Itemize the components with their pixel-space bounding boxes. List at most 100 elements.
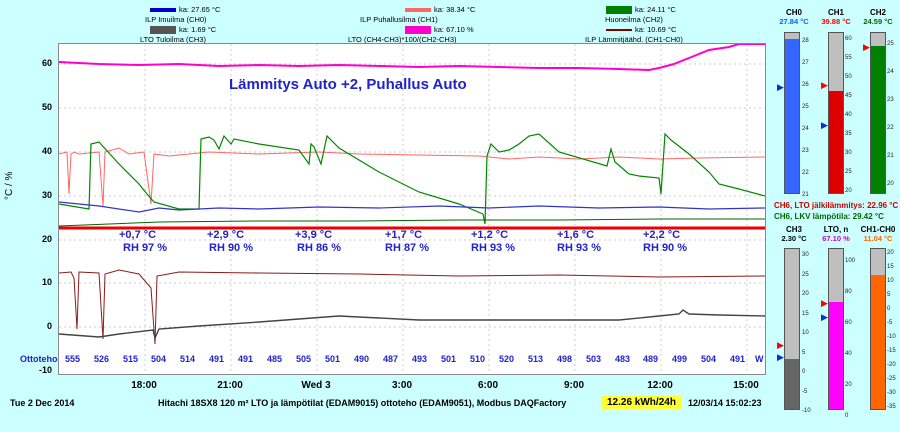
marker-icon: ▶ bbox=[821, 80, 828, 90]
legend-value-ch0: ka: 27.65 °C bbox=[179, 5, 221, 14]
gauge-title: CH2 bbox=[869, 8, 886, 17]
gauge-ticks-ch3: 30 25 20 15 10 5 0 -5 -10 bbox=[802, 246, 811, 422]
note-ch6-dhw: CH6, LKV lämpötila: 29.42 °C bbox=[774, 212, 884, 221]
gauge-tick: 100 bbox=[845, 258, 856, 264]
gauge-tube-ch0 bbox=[784, 32, 800, 194]
gauge-ch3: CH3 2.30 °C bbox=[774, 225, 814, 243]
ottoteho-value: 498 bbox=[557, 354, 573, 364]
gauge-tick: 35 bbox=[845, 131, 852, 137]
gauge-fill-ch0 bbox=[785, 39, 799, 193]
marker-icon: ▶ bbox=[777, 82, 784, 92]
ottoteho-value: 515 bbox=[123, 354, 139, 364]
gauge-tick: 0 bbox=[802, 369, 806, 375]
ottoteho-value: 513 bbox=[528, 354, 544, 364]
gauge-ticks-ch1: 60 55 50 45 40 35 30 25 20 bbox=[845, 30, 852, 201]
y-tick-label: 0 bbox=[46, 321, 52, 331]
gauge-ch1: CH1 39.88 °C bbox=[816, 8, 856, 26]
legend-label-ch3: LTO Tuloilma (CH3) bbox=[140, 35, 206, 44]
gauge-ch2: CH2 24.59 °C bbox=[858, 8, 898, 26]
gauge-tick: 80 bbox=[845, 289, 852, 295]
gauge-ticks-ch0: 28 27 26 25 24 23 22 21 bbox=[802, 30, 809, 206]
rh-label: RH 90 % bbox=[643, 242, 688, 254]
gauge-tick: 55 bbox=[845, 55, 852, 61]
ottoteho-value: 505 bbox=[296, 354, 312, 364]
gauge-diff: CH1-CH0 11.04 °C bbox=[858, 225, 898, 243]
gauge-tick: -10 bbox=[887, 334, 896, 340]
gauge-fill-ch2 bbox=[871, 45, 885, 193]
energy-badge: 12.26 kWh/24h bbox=[602, 396, 681, 409]
legend-ch3: ka: 1.69 °C bbox=[150, 25, 216, 34]
gauge-tick: 15 bbox=[802, 310, 809, 317]
gauge-tick: -20 bbox=[887, 362, 896, 368]
gauge-tick: 40 bbox=[845, 351, 852, 357]
legend-swatch-ch1 bbox=[405, 7, 431, 12]
gauge-tick: 5 bbox=[802, 349, 806, 356]
legend-value-ch1: ka: 38.34 °C bbox=[434, 5, 476, 14]
gauge-fill-ch1 bbox=[829, 90, 843, 193]
gauge-tube-lto bbox=[828, 248, 844, 410]
ottoteho-value: 485 bbox=[267, 354, 283, 364]
legend-value-lto: ka: 67.10 % bbox=[434, 25, 474, 34]
gauge-tick: -10 bbox=[802, 408, 811, 414]
legend-label-diff: ILP Lämmitjäähd. (CH1-CH0) bbox=[585, 35, 683, 44]
x-tick-label: Wed 3 bbox=[301, 380, 331, 391]
gauge-tick: 23 bbox=[802, 148, 809, 154]
series-room bbox=[59, 218, 765, 227]
x-tick-label: 21:00 bbox=[217, 380, 243, 391]
y-axis-title: °C / % bbox=[4, 171, 15, 200]
gauge-tick: 10 bbox=[887, 278, 894, 284]
gauge-title: CH0 bbox=[785, 8, 802, 17]
series-lto bbox=[59, 44, 765, 72]
x-tick-label: 15:00 bbox=[733, 380, 759, 391]
marker-icon: ▶ bbox=[777, 340, 784, 350]
legend-label-ch0: ILP Imuilma (CH0) bbox=[145, 15, 207, 24]
gauge-tube-ch1 bbox=[828, 32, 844, 194]
ottoteho-value: 514 bbox=[180, 354, 196, 364]
gauge-tick: 28 bbox=[802, 38, 809, 44]
chart-plot-area: Lämmitys Auto +2, Puhallus Auto +0,7 °C … bbox=[58, 43, 766, 375]
gauge-tick: 10 bbox=[802, 330, 809, 336]
temp-row: +0,7 °C +2,9 °C +3,9 °C +1,7 °C +1,2 °C … bbox=[59, 229, 765, 257]
note-ch6-post-heating: CH6, LTO jälkilämmitys: 22.96 °C bbox=[774, 201, 899, 210]
gauge-tick: -25 bbox=[887, 376, 896, 382]
gauge-value: 2.30 °C bbox=[781, 234, 807, 243]
gauge-tick: 24 bbox=[802, 126, 809, 132]
gauge-lto: LTO, n 67.10 % bbox=[816, 225, 856, 243]
temp-label: +3,9 °C bbox=[295, 229, 333, 241]
gauge-tick: 0 bbox=[887, 306, 891, 312]
ottoteho-value: 489 bbox=[643, 354, 659, 364]
legend-swatch-diff bbox=[606, 28, 632, 31]
gauge-tick: 30 bbox=[802, 252, 809, 258]
gauge-tube-ch2 bbox=[870, 32, 886, 194]
rh-label: RH 93 % bbox=[471, 242, 516, 254]
ottoteho-label: Ottoteho bbox=[20, 354, 58, 364]
ottoteho-value: 487 bbox=[383, 354, 399, 364]
legend-ch2: ka: 24.11 °C bbox=[606, 5, 676, 14]
x-tick-label: 6:00 bbox=[477, 380, 498, 391]
gauge-tick: 21 bbox=[802, 192, 809, 198]
ottoteho-value: 503 bbox=[586, 354, 602, 364]
footer-title: Hitachi 18SX8 120 m² LTO ja lämpötilat (… bbox=[158, 398, 567, 408]
ottoteho-value: 504 bbox=[701, 354, 717, 364]
footer-date: Tue 2 Dec 2014 bbox=[10, 398, 75, 408]
gauge-tick: 20 bbox=[845, 188, 852, 194]
y-tick-label: 40 bbox=[41, 146, 52, 156]
legend-diff: ka: 10.69 °C bbox=[606, 25, 676, 34]
gauge-tick: 20 bbox=[802, 291, 809, 297]
legend-swatch-ch0 bbox=[150, 7, 176, 12]
gauge-tick: 15 bbox=[887, 264, 894, 270]
series-ch0 bbox=[59, 201, 765, 213]
y-tick-label: -10 bbox=[38, 365, 52, 375]
marker-icon: ▶ bbox=[863, 42, 870, 52]
gauge-ch0: CH0 27.84 °C bbox=[774, 8, 814, 26]
gauge-fill-lto bbox=[829, 301, 843, 409]
ottoteho-value: 493 bbox=[412, 354, 428, 364]
gauge-tick: -5 bbox=[802, 388, 808, 395]
ottoteho-value: 491 bbox=[238, 354, 254, 364]
ottoteho-value: 504 bbox=[151, 354, 167, 364]
legend-value-ch3: ka: 1.69 °C bbox=[179, 25, 217, 34]
marker-icon: ▶ bbox=[777, 352, 784, 362]
gauge-fill-diff bbox=[871, 274, 885, 409]
y-tick-label: 60 bbox=[41, 58, 52, 68]
rh-label: RH 90 % bbox=[209, 242, 254, 254]
